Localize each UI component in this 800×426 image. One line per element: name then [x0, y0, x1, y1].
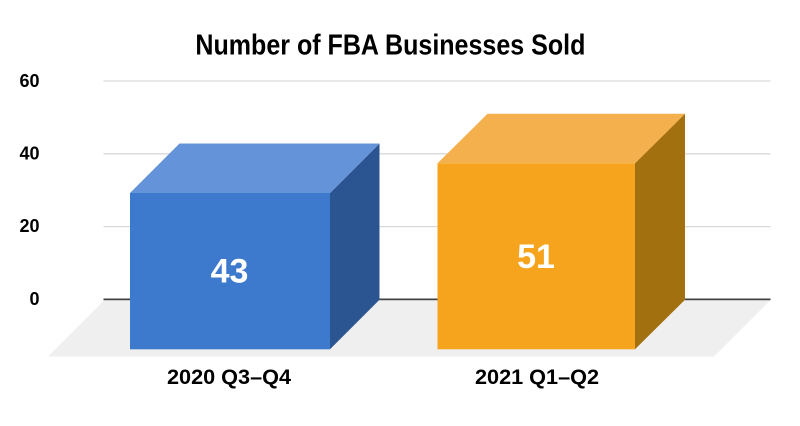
svg-text:20: 20 — [19, 216, 39, 236]
svg-text:Number of FBA Businesses Sold: Number of FBA Businesses Sold — [195, 30, 585, 62]
svg-text:43: 43 — [211, 253, 249, 291]
svg-text:60: 60 — [19, 71, 39, 91]
svg-text:2020 Q3–Q4: 2020 Q3–Q4 — [167, 366, 291, 389]
svg-text:40: 40 — [19, 144, 39, 164]
svg-text:2021 Q1–Q2: 2021 Q1–Q2 — [475, 366, 599, 389]
svg-text:0: 0 — [29, 289, 39, 309]
svg-text:51: 51 — [517, 238, 555, 276]
